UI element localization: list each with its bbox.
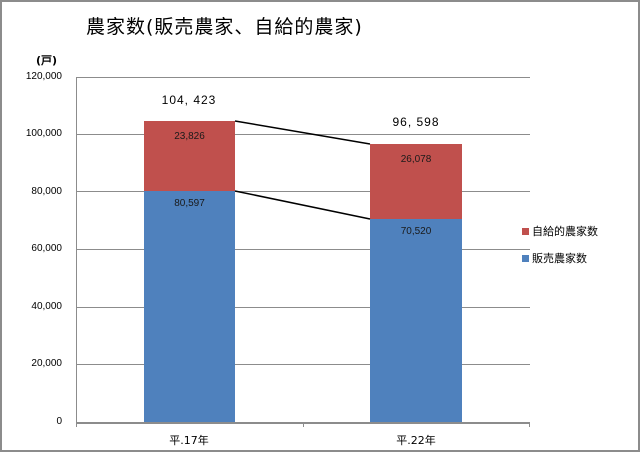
legend-label-hanbai: 販売農家数 [532, 252, 587, 265]
x-tick-mark-1 [303, 423, 304, 427]
gridline-80000 [76, 191, 530, 192]
x-label-h22: 平.22年 [396, 434, 436, 447]
x-tick-mark-2 [529, 423, 530, 427]
bar-jikyu-h17: 23,826 [144, 121, 235, 191]
bar-hanbai-h17: 80,597 [144, 191, 235, 422]
y-tick-40000: 40,000 [31, 301, 62, 312]
bar-hanbai-h22: 70,520 [370, 219, 462, 422]
gridline-120000 [76, 77, 530, 78]
series-line-total [234, 120, 371, 145]
y-tick-0: 0 [56, 416, 62, 427]
series-line-hanbai [234, 190, 371, 220]
bar-jikyu-h22: 26,078 [370, 144, 462, 219]
chart-title: 農家数(販売農家、自給的農家) [86, 16, 363, 38]
legend-item-jikyu: 自給的農家数 [522, 223, 598, 239]
total-label-h17: 104, 423 [161, 93, 217, 107]
y-tick-120000: 120,000 [25, 71, 62, 82]
gridline-20000 [76, 364, 530, 365]
legend-swatch-red-icon [522, 227, 529, 235]
y-axis [76, 77, 77, 423]
y-tick-100000: 100,000 [25, 128, 62, 139]
y-axis-unit: (戸) [36, 54, 58, 67]
gridline-40000 [76, 307, 530, 308]
bar-label-jikyu-h22: 26,078 [400, 154, 432, 165]
x-tick-mark-0 [76, 423, 77, 427]
gridline-100000 [76, 134, 530, 135]
y-tick-60000: 60,000 [31, 243, 62, 254]
x-label-h17: 平.17年 [169, 434, 209, 447]
bar-label-hanbai-h22: 70,520 [400, 226, 432, 237]
y-tick-80000: 80,000 [31, 186, 62, 197]
total-label-h22: 96, 598 [392, 115, 440, 129]
legend-label-jikyu: 自給的農家数 [532, 225, 598, 238]
bar-label-jikyu-h17: 23,826 [174, 131, 205, 142]
gridline-60000 [76, 249, 530, 250]
y-tick-20000: 20,000 [31, 358, 62, 369]
legend-swatch-blue-icon [522, 254, 529, 262]
bar-label-hanbai-h17: 80,597 [174, 198, 205, 209]
legend-item-hanbai: 販売農家数 [522, 250, 587, 266]
